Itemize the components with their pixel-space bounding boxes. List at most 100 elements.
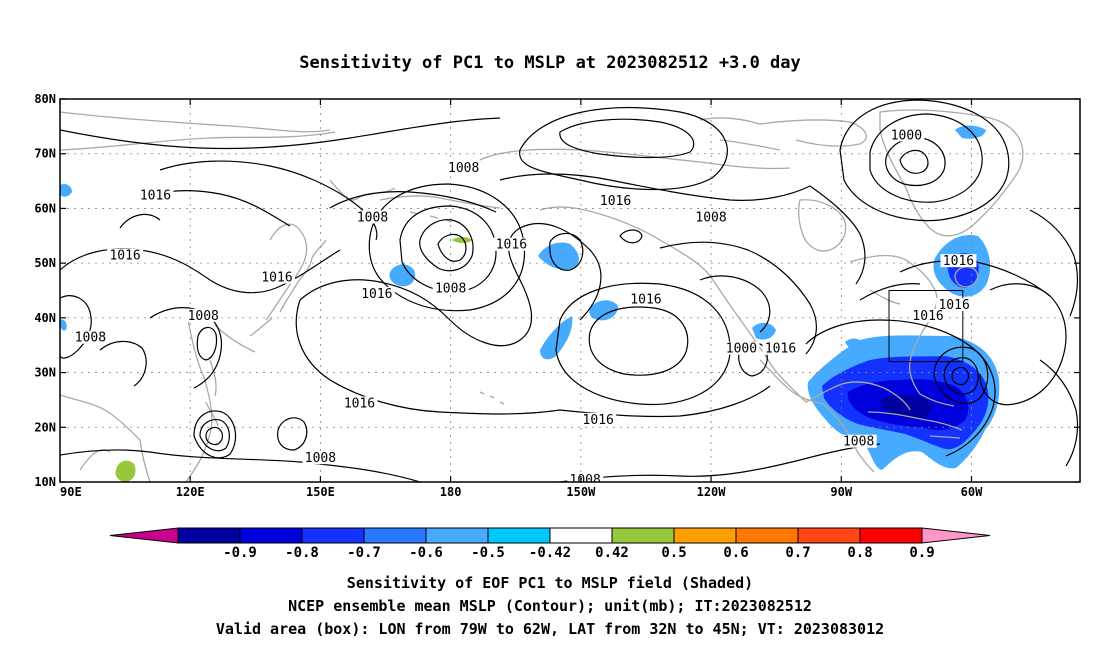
contour-label-bg <box>940 254 977 268</box>
negative-sensitivity-region-subtropical-pacific <box>540 316 573 360</box>
isobar-arctic-low-4 <box>839 99 1010 222</box>
isobar-1008-asia-2 <box>149 307 223 389</box>
coastline-hawaii <box>479 391 505 405</box>
contour-label-bg <box>567 473 604 482</box>
negative-sensitivity-region-east-pacific <box>589 300 618 321</box>
coastline-aleutians <box>379 195 501 223</box>
coastline-gulf-mexico <box>805 381 911 411</box>
contour-label: 1008 <box>305 451 336 466</box>
coastlines <box>60 109 1024 482</box>
isobar-small-low-3 <box>549 232 584 271</box>
negative-sensitivity-region-gulf <box>845 338 864 351</box>
contour-label-bg <box>910 308 947 322</box>
isobar-1008-gulf-alaska <box>499 173 811 201</box>
contour-label: 1008 <box>570 473 601 488</box>
contour-label-bg <box>185 308 222 322</box>
colorbar-swatch <box>797 527 861 544</box>
contour-label: 1008 <box>448 161 479 176</box>
isobar-north-pacific-low-2 <box>437 233 467 262</box>
isobar-north-pacific-low-3 <box>399 205 497 293</box>
colorbar-swatch <box>549 527 613 544</box>
contour-label: 1008 <box>843 435 874 450</box>
isobar-atlantic-1016 <box>805 319 996 457</box>
isobar-typhoon-3 <box>193 410 237 459</box>
coastline-cuba <box>867 411 963 439</box>
contour-label: 1016 <box>344 396 375 411</box>
map-area: 1016 1008 1008 1016 1008 1000 1016 1016 1016 1008… <box>60 99 1080 488</box>
contour-label: 1008 <box>75 331 106 346</box>
coastline-asia <box>60 111 396 482</box>
colorbar-label: -0.5 <box>471 545 505 561</box>
contour-label-bg <box>302 451 339 465</box>
contour-label-bg <box>445 161 482 175</box>
colorbar: -0.9 -0.8 -0.7 -0.6 -0.5 -0.42 0.42 0.5 0.6 0.7 0.… <box>109 527 991 561</box>
contour-label: 1008 <box>188 309 219 324</box>
isobar-1016-canada <box>659 241 817 355</box>
contour-label-bg <box>354 210 391 224</box>
valid-area-box <box>888 290 964 363</box>
contour-label-bg <box>840 434 877 448</box>
isobar-1016-atlantic-ridge <box>1029 209 1079 317</box>
lat-tick-label: 70N <box>34 147 56 161</box>
isobar-1016-north-pacific <box>295 223 602 415</box>
isobar-subtropical-high-pacific-inner <box>588 306 689 376</box>
colorbar-swatch <box>735 527 799 544</box>
contour-label: 1016 <box>109 249 140 264</box>
colorbar-swatch <box>239 527 303 544</box>
colorbar-label: 0.6 <box>723 545 748 561</box>
coastline-greenland <box>879 109 1024 237</box>
lat-tick-label: 10N <box>34 475 56 489</box>
lon-tick-label: 90W <box>830 485 852 499</box>
isobar-small-low-2 <box>196 326 218 361</box>
contour-label-bg <box>627 292 664 306</box>
figure-title: Sensitivity of PC1 to MSLP at 2023082512… <box>299 53 801 73</box>
lat-tick-label: 40N <box>34 311 56 325</box>
contour-label: 1000 <box>726 342 757 357</box>
colorbar-swatch <box>673 527 737 544</box>
negative-sensitivity-region-central-pacific <box>538 242 579 270</box>
contour-label: 1008 <box>357 210 388 225</box>
colorbar-swatch <box>363 527 427 544</box>
colorbar-label: 0.8 <box>847 545 872 561</box>
isobar-1008-labrador <box>809 185 866 285</box>
contour-label: 1016 <box>938 298 969 313</box>
negative-sensitivity-region-siberia <box>60 183 72 197</box>
colorbar-label: -0.8 <box>285 545 319 561</box>
contour-label: 1016 <box>583 413 614 428</box>
coastline-philippines <box>205 359 219 427</box>
contour-label: 1008 <box>695 210 726 225</box>
negative-sensitivity-region-dateline <box>389 264 416 287</box>
isobar-hurricane-1 <box>951 366 970 386</box>
isobar-1016-eastern-atlantic <box>1039 359 1079 467</box>
colorbar-label: 0.9 <box>909 545 934 561</box>
colorbar-swatch <box>487 527 551 544</box>
positive-sensitivity-region-indochina <box>115 460 136 482</box>
contour-label-bg <box>432 281 469 295</box>
colorbar-label: -0.7 <box>347 545 381 561</box>
isobar-1008-kamchatka <box>329 191 497 213</box>
positive-sensitivity-region-north-pacific <box>452 237 472 243</box>
colorbar-low-extend <box>109 527 179 544</box>
contour-label-bg <box>580 412 617 426</box>
colorbar-label: 0.7 <box>785 545 810 561</box>
isobar-bering-low <box>559 118 695 159</box>
coastline-north-america <box>479 148 825 405</box>
isobar-arctic-ridge <box>60 117 501 150</box>
contour-label: 1016 <box>140 188 171 203</box>
isobar-1008-tropics-east <box>559 443 881 482</box>
colorbar-label: -0.6 <box>409 545 443 561</box>
lat-tick-label: 30N <box>34 366 56 380</box>
contour-label-bg <box>888 128 925 142</box>
contour-label-bg <box>723 341 760 355</box>
contour-label: 1016 <box>600 194 631 209</box>
caption-line-2: NCEP ensemble mean MSLP (Contour); unit(… <box>288 597 812 615</box>
lat-tick-label: 50N <box>34 256 56 270</box>
contour-label-bg <box>72 330 109 344</box>
colorbar-high-extend <box>921 527 991 544</box>
negative-sensitivity-region-baja <box>752 322 776 340</box>
contour-label-bg <box>259 270 296 284</box>
contour-label: 1016 <box>630 292 661 307</box>
contour-label-bg <box>137 188 174 202</box>
contour-label-bg <box>762 341 799 355</box>
contour-labels: 1016 1008 1008 1016 1008 1000 1016 1016 1016 1008… <box>72 128 977 488</box>
